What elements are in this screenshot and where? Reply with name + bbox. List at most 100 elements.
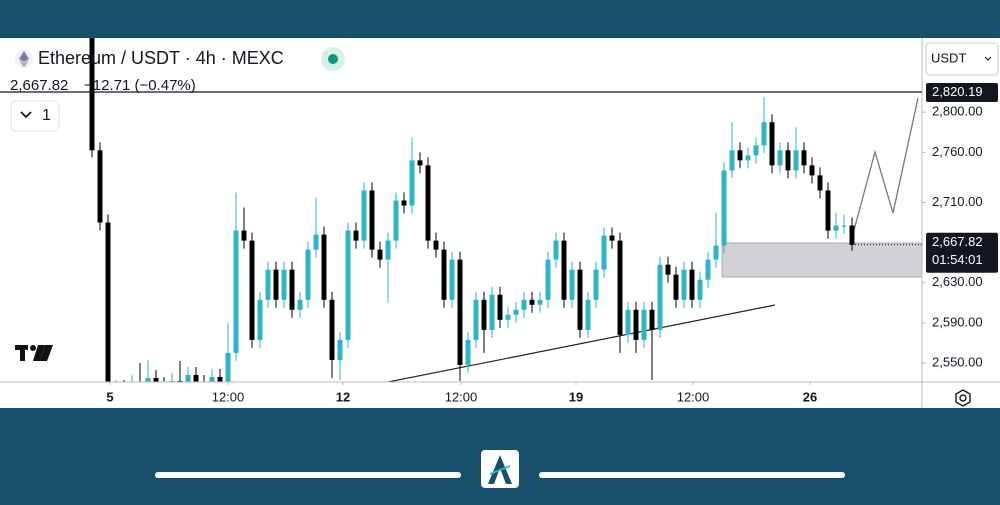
candle-body	[713, 245, 719, 260]
candle-body	[209, 376, 215, 382]
candle-body	[553, 240, 559, 260]
candle-body	[441, 249, 447, 300]
candle-body	[185, 374, 191, 382]
y-tick-label: 2,550.00	[932, 354, 983, 369]
candle-body	[809, 165, 815, 176]
candle-body	[777, 150, 783, 166]
candle-body	[785, 150, 791, 171]
candle-body	[537, 299, 543, 305]
candle-body	[457, 259, 463, 365]
currency-select[interactable]	[925, 42, 999, 76]
candle-body	[769, 122, 775, 166]
candle-body	[361, 190, 367, 241]
candle-body	[609, 235, 615, 241]
candle-body	[385, 240, 391, 260]
candle-body	[801, 150, 807, 166]
candle-body	[417, 160, 423, 166]
level-badge	[926, 82, 998, 102]
zone	[721, 242, 922, 278]
candle-body	[465, 339, 471, 365]
candle-body	[241, 230, 247, 241]
candle-body	[169, 380, 175, 382]
candle-body	[393, 200, 399, 241]
y-tick-label: 2,760.00	[932, 144, 983, 159]
candle-body	[217, 376, 223, 382]
candle-body	[305, 249, 311, 300]
candle-body	[729, 150, 735, 171]
brand-logo	[481, 450, 519, 488]
currency[interactable]: USDT	[931, 50, 966, 65]
candle-body	[657, 264, 663, 330]
candle-body	[273, 269, 279, 300]
candle-body	[721, 170, 727, 246]
candle-body	[665, 264, 671, 275]
interval[interactable]: 1	[42, 107, 51, 124]
chevron	[20, 111, 32, 119]
last-price-badge	[926, 232, 998, 273]
candle-body	[681, 269, 687, 300]
candle-body	[265, 269, 271, 300]
settings-icon[interactable]	[955, 389, 971, 407]
candle-body	[561, 240, 567, 300]
interval-button[interactable]	[10, 100, 60, 132]
candle-body	[145, 377, 151, 382]
x-tick-label: 26	[803, 389, 817, 404]
candle-body	[825, 190, 831, 231]
candle-body	[153, 377, 159, 382]
candle-body	[617, 240, 623, 335]
candle-body	[569, 269, 575, 300]
y-tick-label: 2,590.00	[932, 314, 983, 329]
last-price-label: 2,667.82	[932, 234, 983, 249]
candle-body	[329, 299, 335, 360]
candle-body	[529, 299, 535, 305]
candle-body	[105, 222, 111, 382]
x-tick-label: 12:00	[677, 389, 710, 404]
candle-body	[817, 175, 823, 191]
candle-body	[849, 225, 855, 245]
candle-body	[673, 274, 679, 300]
candle-body	[737, 150, 743, 161]
candle-body	[257, 299, 263, 340]
x-tick-label: 12	[336, 389, 350, 404]
candle-body	[689, 269, 695, 300]
candle-body	[97, 150, 103, 223]
candle-body	[641, 309, 647, 340]
candle-body	[705, 259, 711, 280]
level-label: 2,820.19	[932, 84, 983, 99]
candle-body	[745, 155, 751, 161]
candle-body	[841, 225, 847, 227]
change: −12.71 (−0.47%)	[84, 77, 196, 94]
projection	[849, 97, 919, 246]
y-tick-label: 2,800.00	[932, 104, 983, 119]
candle-body	[481, 299, 487, 330]
candle-body	[545, 259, 551, 300]
candle-body	[409, 160, 415, 206]
candle-body	[753, 145, 759, 156]
candle-body	[177, 380, 183, 382]
candle-body	[649, 309, 655, 330]
tv-logo	[15, 345, 53, 361]
candle-body	[697, 279, 703, 300]
chevron	[984, 56, 992, 61]
y-tick-label: 2,630.00	[932, 274, 983, 289]
candle-body	[193, 374, 199, 382]
candle-body	[401, 200, 407, 206]
plot	[89, 38, 922, 382]
eth-icon	[15, 50, 33, 68]
candle-body	[249, 240, 255, 340]
candle-body	[377, 249, 383, 260]
candle-body	[225, 352, 231, 382]
trendline	[387, 304, 776, 382]
chart-panel	[0, 38, 1000, 408]
candle-body	[793, 150, 799, 171]
candle-body	[601, 235, 607, 270]
x-tick-label: 12:00	[212, 389, 245, 404]
countdown: 01:54:01	[932, 252, 983, 267]
candle-body	[633, 309, 639, 340]
x-tick-label: 12:00	[445, 389, 478, 404]
divider-right	[539, 472, 845, 478]
candle-body	[473, 299, 479, 340]
candle-body	[321, 234, 327, 300]
